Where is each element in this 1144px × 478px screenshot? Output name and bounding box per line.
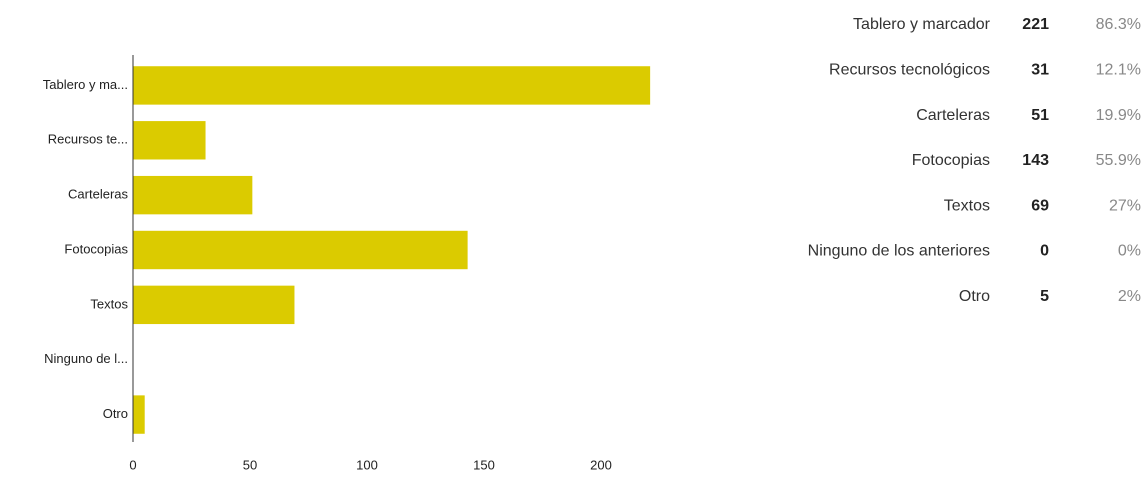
table-percent: 12.1% <box>1096 62 1141 79</box>
table-count: 69 <box>1031 197 1049 214</box>
table-percent: 19.9% <box>1096 107 1141 124</box>
table-name: Carteleras <box>916 107 990 124</box>
bar <box>133 230 468 270</box>
table-name: Otro <box>959 288 990 305</box>
bar <box>133 66 651 105</box>
y-tick-label: Ninguno de l... <box>44 351 128 366</box>
table-count: 0 <box>1040 243 1049 260</box>
x-tick-label: 50 <box>243 457 257 472</box>
table-count: 5 <box>1040 288 1049 305</box>
y-tick-label: Otro <box>103 406 128 421</box>
x-tick-label: 150 <box>473 457 495 472</box>
table-percent: 55.9% <box>1096 152 1141 169</box>
table-count: 143 <box>1022 152 1049 169</box>
table-count: 51 <box>1031 107 1049 124</box>
table-name: Fotocopias <box>912 152 990 169</box>
y-tick-label: Textos <box>90 296 128 311</box>
table-name: Recursos tecnológicos <box>829 62 990 79</box>
bar <box>133 285 295 325</box>
y-tick-label: Carteleras <box>68 187 128 202</box>
table-percent: 0% <box>1118 243 1141 260</box>
table-count: 221 <box>1022 16 1049 33</box>
y-tick-label: Recursos te... <box>48 132 128 147</box>
table-name: Tablero y marcador <box>853 16 991 33</box>
x-tick-label: 0 <box>129 457 136 472</box>
bar <box>133 395 145 434</box>
y-tick-label: Fotocopias <box>64 241 128 256</box>
bar <box>133 121 206 160</box>
table-name: Textos <box>944 197 990 214</box>
table-count: 31 <box>1031 62 1049 79</box>
table-percent: 27% <box>1109 197 1141 214</box>
table-percent: 86.3% <box>1096 16 1141 33</box>
x-tick-label: 200 <box>590 457 612 472</box>
y-tick-label: Tablero y ma... <box>43 77 128 92</box>
table-name: Ninguno de los anteriores <box>808 243 990 260</box>
table-percent: 2% <box>1118 288 1141 305</box>
bar <box>133 175 253 215</box>
x-tick-label: 100 <box>356 457 378 472</box>
